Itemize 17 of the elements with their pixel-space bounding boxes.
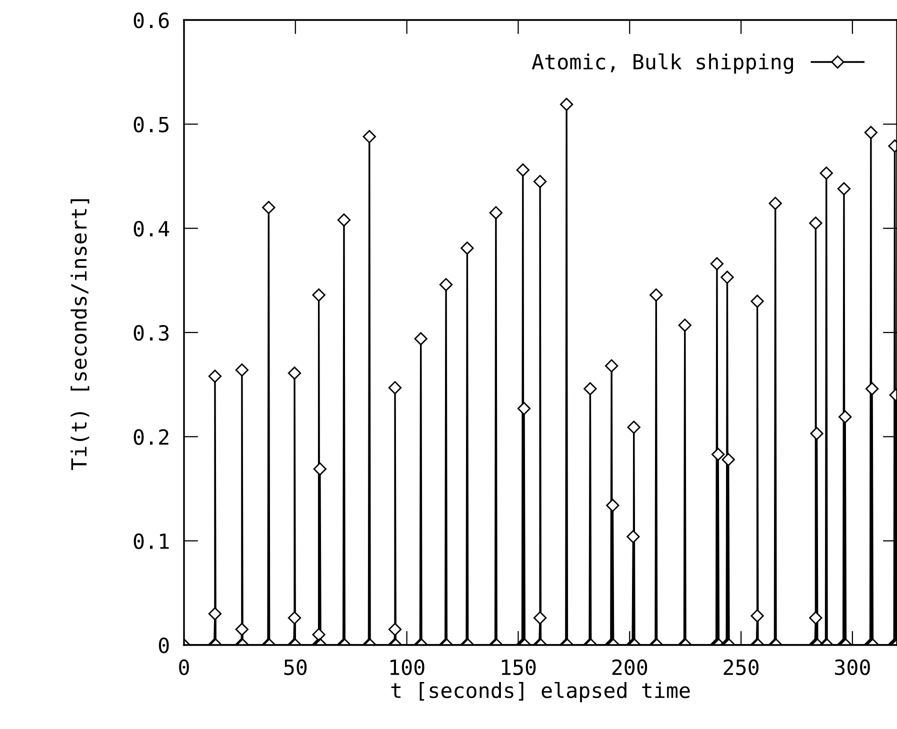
y-tick-label: 0.3 bbox=[134, 325, 169, 341]
y-tick-label: 0.6 bbox=[134, 12, 169, 28]
x-tick-label: 100 bbox=[390, 659, 424, 676]
y-tick-label: 0.2 bbox=[134, 429, 168, 445]
y-tick-label: 0 bbox=[158, 638, 169, 654]
y-axis-title: Ti(t) [seconds/insert] bbox=[70, 199, 90, 470]
y-tick-label: 0.4 bbox=[134, 220, 170, 237]
x-tick-label: 50 bbox=[284, 659, 307, 676]
x-axis-title: t [seconds] elapsed time bbox=[391, 682, 690, 702]
x-tick-label: 150 bbox=[502, 659, 536, 676]
x-tick-label: 200 bbox=[612, 659, 648, 676]
x-tick-label: 0 bbox=[179, 659, 189, 676]
legend-label: Atomic, Bulk shipping bbox=[532, 53, 793, 74]
x-tick-label: 300 bbox=[835, 659, 870, 676]
y-tick-label: 0.1 bbox=[134, 533, 169, 550]
y-tick-label: 0.5 bbox=[134, 116, 168, 132]
x-tick-label: 250 bbox=[724, 659, 758, 676]
